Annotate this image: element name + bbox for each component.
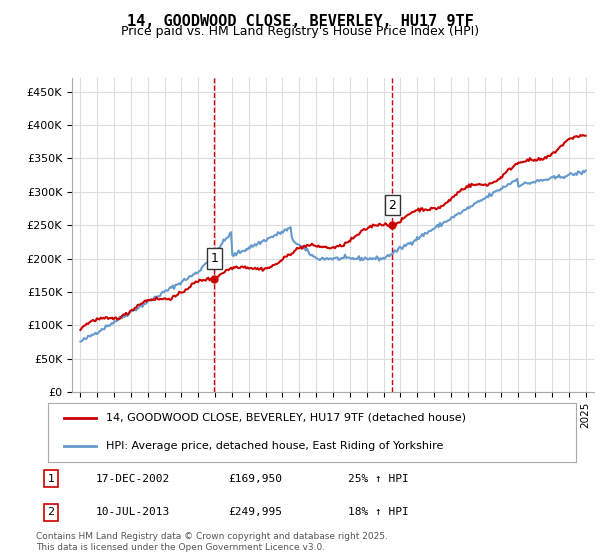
Text: Price paid vs. HM Land Registry's House Price Index (HPI): Price paid vs. HM Land Registry's House … (121, 25, 479, 38)
Text: 14, GOODWOOD CLOSE, BEVERLEY, HU17 9TF (detached house): 14, GOODWOOD CLOSE, BEVERLEY, HU17 9TF (… (106, 413, 466, 423)
Text: HPI: Average price, detached house, East Riding of Yorkshire: HPI: Average price, detached house, East… (106, 441, 443, 451)
Text: 17-DEC-2002: 17-DEC-2002 (96, 474, 170, 484)
Text: 10-JUL-2013: 10-JUL-2013 (96, 507, 170, 517)
Text: 2: 2 (47, 507, 55, 517)
Text: £169,950: £169,950 (228, 474, 282, 484)
Text: 25% ↑ HPI: 25% ↑ HPI (348, 474, 409, 484)
Text: 1: 1 (211, 252, 218, 265)
Text: £249,995: £249,995 (228, 507, 282, 517)
Text: 14, GOODWOOD CLOSE, BEVERLEY, HU17 9TF: 14, GOODWOOD CLOSE, BEVERLEY, HU17 9TF (127, 14, 473, 29)
Text: 18% ↑ HPI: 18% ↑ HPI (348, 507, 409, 517)
Text: Contains HM Land Registry data © Crown copyright and database right 2025.
This d: Contains HM Land Registry data © Crown c… (36, 532, 388, 552)
Text: 1: 1 (47, 474, 55, 484)
Text: 2: 2 (388, 199, 396, 212)
